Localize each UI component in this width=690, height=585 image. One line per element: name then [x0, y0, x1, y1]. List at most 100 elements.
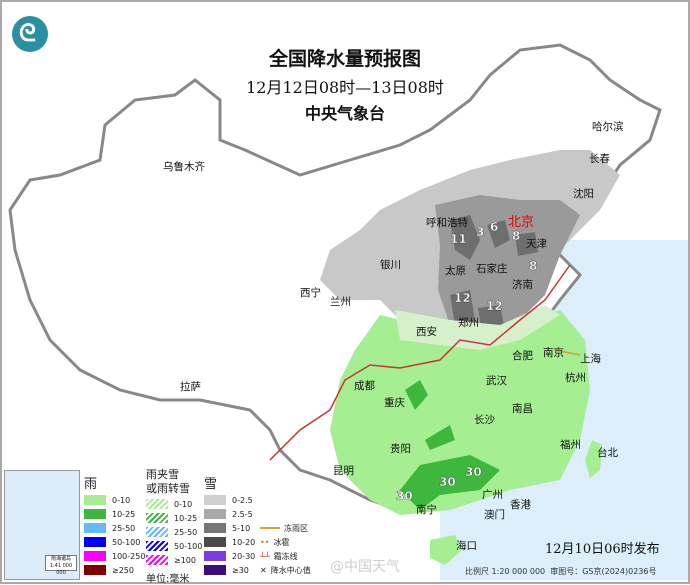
city-label: 南京 [543, 346, 564, 359]
legend-label: 20-30 [232, 551, 256, 561]
city-label: 武汉 [486, 374, 507, 387]
issuer: 中央气象台 [304, 104, 385, 123]
frost-line-icon: ┴┴ [260, 551, 270, 561]
precip-center-value: 30 [439, 475, 456, 489]
legend-item: ≥100 [146, 554, 202, 566]
map-title: 全国降水量预报图 [268, 48, 421, 70]
precip-center-value: 30 [465, 465, 482, 479]
city-label: 北京 [508, 215, 534, 230]
city-labels: 乌鲁木齐 哈尔滨 长春 沈阳 北京 天津 呼和浩特 石家庄 太原 济南 银川 兰… [163, 120, 624, 552]
frost-line [269, 264, 571, 461]
city-label: 贵阳 [390, 442, 411, 455]
city-label: 西安 [416, 325, 437, 338]
legend-swatch [204, 537, 226, 547]
city-label: 昆明 [333, 465, 354, 477]
city-label: 西宁 [300, 286, 321, 299]
city-label: 呼和浩特 [426, 217, 468, 229]
precip-center-value: 8 [512, 229, 520, 243]
legend-swatch [146, 513, 168, 523]
precip-center-value: 6 [490, 220, 498, 234]
legend-label: 2.5-5 [232, 509, 253, 519]
legend-item: 50-100 [84, 536, 145, 548]
legend-label: 5-10 [232, 523, 251, 533]
legend-item: 10-25 [84, 508, 145, 520]
hainan [430, 535, 462, 565]
city-label: 哈尔滨 [592, 120, 624, 133]
legend-label: ≥250 [112, 565, 134, 575]
rain-moderate-area [400, 380, 500, 510]
legend-label: 10-25 [112, 509, 136, 519]
precip-center-value: 11 [450, 232, 467, 246]
watermark: @中国天气 [330, 559, 400, 575]
city-label: 拉萨 [180, 380, 201, 393]
city-label: 天津 [526, 238, 547, 250]
legend-label: 50-100 [112, 537, 141, 547]
city-label: 成都 [354, 380, 375, 392]
legend-unit: 单位:毫米 [146, 574, 190, 585]
city-label: 南宁 [416, 503, 437, 516]
legend-item: 0-2.5 [204, 494, 255, 506]
legend-snow-title: 雪 [204, 477, 218, 492]
legend-item: 50-100 [146, 540, 202, 552]
legend-item: 100-250 [84, 550, 145, 562]
legend-hail: 冰雹 [273, 537, 290, 547]
legend-label: ≥100 [174, 555, 196, 565]
city-label: 澳门 [484, 508, 505, 521]
city-label: 济南 [512, 278, 533, 291]
legend-swatch [204, 495, 226, 505]
legend-label: 10-20 [232, 537, 256, 547]
legend-item: 0-10 [84, 494, 145, 506]
legend-swatch [84, 551, 106, 561]
city-label: 上海 [580, 352, 601, 365]
legend-item: 20-30 [204, 550, 255, 562]
legend-rain: 雨 0-10 10-25 25-50 50-100 100-250 ≥250 [84, 478, 145, 576]
legend-item: 10-20 [204, 536, 255, 548]
legend-swatch [204, 523, 226, 533]
city-label: 郑州 [458, 316, 479, 329]
city-label: 南昌 [512, 402, 533, 415]
city-label: 银川 [380, 258, 401, 271]
city-label: 广州 [482, 489, 503, 501]
map-approval: 审图号：GS京(2024)0236号 [550, 567, 657, 576]
legend-label: 0-10 [112, 495, 131, 505]
legend-frost-line: 霜冻线 [273, 551, 298, 561]
city-label: 石家庄 [476, 262, 508, 275]
legend-label: 0-2.5 [232, 495, 253, 505]
snow-heavy-area [450, 215, 538, 333]
legend-rain-title: 雨 [84, 477, 98, 492]
legend-label: 10-25 [174, 513, 198, 523]
city-label: 长沙 [474, 414, 495, 426]
city-label: 合肥 [512, 349, 533, 362]
hail-icon: •• [260, 537, 270, 547]
legend-item: ≥30 [204, 564, 255, 576]
legend-label: 25-50 [112, 523, 136, 533]
legend-item: 2.5-5 [204, 508, 255, 520]
sleet-area [395, 305, 560, 350]
legend-label: 50-100 [174, 541, 203, 551]
city-label: 太原 [445, 264, 466, 277]
inset-scale: 南海诸岛 1:41 000 000 [45, 555, 77, 576]
precip-center-value: 8 [529, 259, 537, 273]
city-label: 海口 [456, 539, 477, 552]
cma-logo: ᘓ [12, 16, 48, 52]
legend-swatch [84, 523, 106, 533]
legend-symbols: 冻雨区 •• 冰雹 ┴┴ 霜冻线 ✕ 降水中心值 [260, 520, 330, 576]
city-label: 香港 [510, 499, 531, 511]
legend-swatch [146, 555, 168, 565]
legend-swatch [146, 527, 168, 537]
legend: 南海诸岛 1:41 000 000 雨 0-10 10-25 25-50 50-100… [4, 468, 316, 585]
legend-snow: 雪 0-2.5 2.5-5 5-10 10-20 20-30 ≥30 [204, 478, 255, 576]
legend-item: 0-10 [146, 498, 202, 510]
precip-centers: 11 3 6 8 8 12 12 30 30 30 [396, 220, 538, 503]
legend-label: ≥30 [232, 565, 249, 575]
city-label: 兰州 [330, 295, 351, 308]
taiwan [585, 440, 602, 478]
city-label: 台北 [597, 446, 618, 459]
legend-swatch [146, 541, 168, 551]
dragon-icon: ᘓ [19, 19, 36, 47]
forecast-period: 12月12日08时—13日08时 [246, 78, 444, 97]
legend-center: 降水中心值 [270, 565, 311, 575]
legend-item: 10-25 [146, 512, 202, 524]
